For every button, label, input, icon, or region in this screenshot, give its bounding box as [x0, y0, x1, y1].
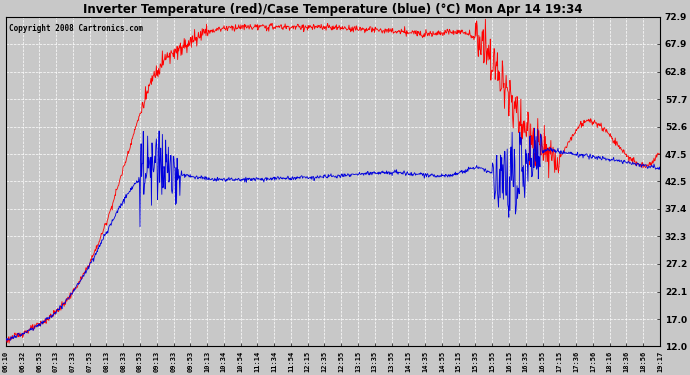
Text: Copyright 2008 Cartronics.com: Copyright 2008 Cartronics.com: [9, 24, 143, 33]
Title: Inverter Temperature (red)/Case Temperature (blue) (°C) Mon Apr 14 19:34: Inverter Temperature (red)/Case Temperat…: [83, 3, 582, 16]
